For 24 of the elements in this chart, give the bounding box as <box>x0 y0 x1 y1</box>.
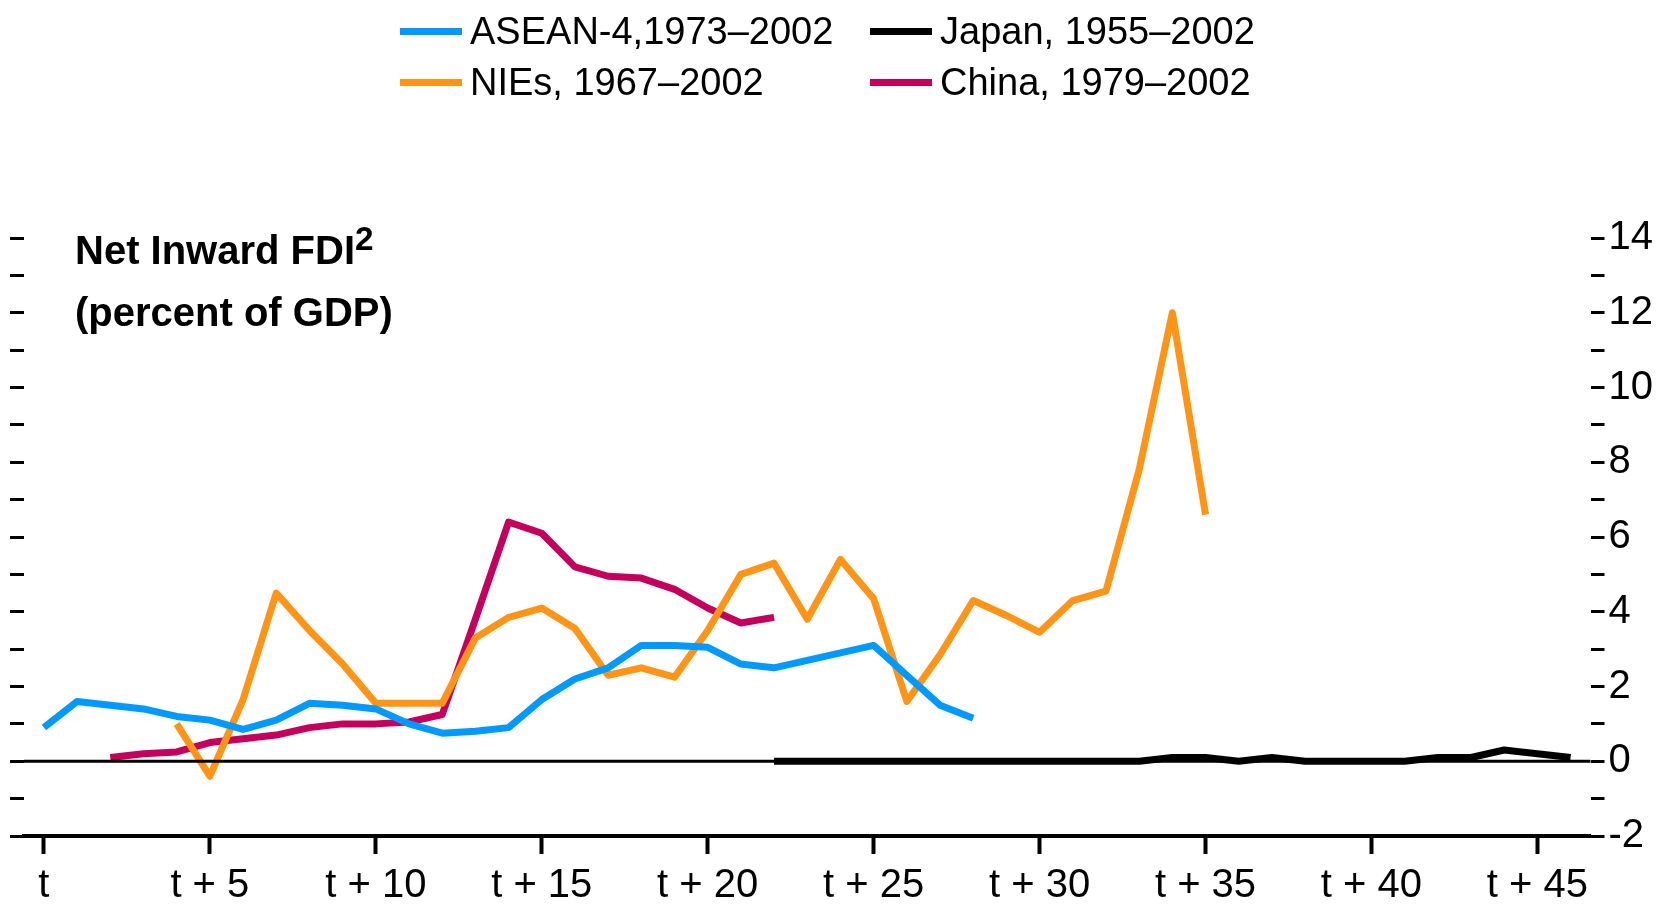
y-tick-label: -2 <box>1608 811 1645 856</box>
legend-label: China, 1979–2002 <box>940 61 1251 104</box>
y-tick-label: 0 <box>1608 736 1631 781</box>
x-tick-label: t + 15 <box>491 861 593 906</box>
y-tick-label: 2 <box>1608 661 1631 706</box>
x-tick-label: t + 35 <box>1154 861 1257 906</box>
x-tick-label: t + 5 <box>170 861 250 906</box>
legend-label: ASEAN-4,1973–2002 <box>470 10 834 53</box>
y-axis-title: Net Inward FDI$^{2}$ (percent of GDP) <box>75 219 393 337</box>
y-tick-label: 4 <box>1608 586 1631 631</box>
x-tick-label: t <box>38 861 50 906</box>
y-tick-label: 10 <box>1608 362 1654 407</box>
y-tick-label: 6 <box>1608 512 1631 557</box>
y-tick-label: 14 <box>1608 213 1654 258</box>
legend-label: NIEs, 1967–2002 <box>470 61 764 104</box>
legend-label: Japan, 1955–2002 <box>940 10 1255 53</box>
x-tick-label: t + 30 <box>988 861 1091 906</box>
x-tick-label: t + 25 <box>823 861 925 906</box>
y-tick-label: 8 <box>1608 437 1631 482</box>
x-tick-label: t + 10 <box>325 861 427 906</box>
x-tick-label: t + 20 <box>657 861 759 906</box>
y-tick-label: 12 <box>1608 287 1654 332</box>
x-tick-label: t + 40 <box>1320 861 1423 906</box>
x-tick-label: t + 45 <box>1486 861 1589 906</box>
